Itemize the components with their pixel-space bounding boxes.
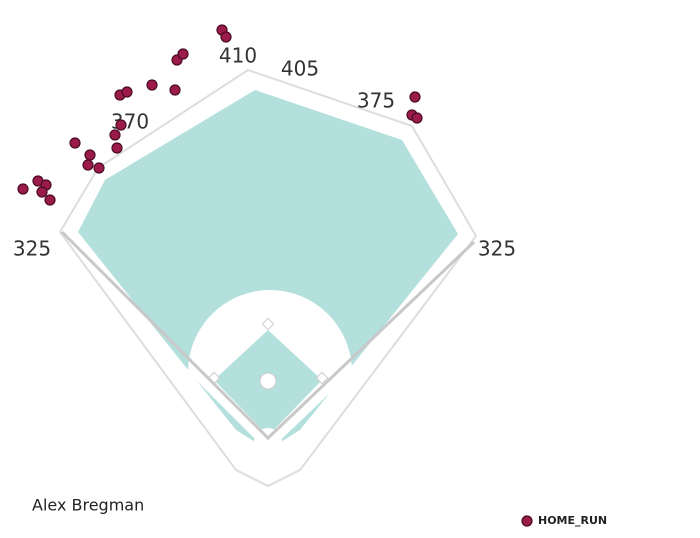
- hit-dot: [82, 159, 94, 171]
- hit-dot: [93, 162, 105, 174]
- hit-dot: [115, 119, 127, 131]
- distance-label: 375: [357, 89, 395, 113]
- hit-dot: [69, 137, 81, 149]
- hit-dot: [177, 48, 189, 60]
- second-base: [261, 317, 275, 331]
- field: [78, 90, 458, 450]
- player-name: Alex Bregman: [32, 496, 144, 515]
- hit-dot: [169, 84, 181, 96]
- distance-label: 325: [478, 237, 516, 261]
- foul-lines: [60, 230, 476, 441]
- hit-dot: [411, 112, 423, 124]
- hit-dot: [84, 149, 96, 161]
- hit-dot: [146, 79, 158, 91]
- hit-dot: [111, 142, 123, 154]
- distance-label: 405: [281, 57, 319, 81]
- first-base: [315, 371, 329, 385]
- hit-dot: [121, 86, 133, 98]
- home-plate-area: [254, 428, 282, 456]
- hit-dot: [109, 129, 121, 141]
- hit-dot: [44, 194, 56, 206]
- distance-label: 325: [13, 237, 51, 261]
- hit-dot: [220, 31, 232, 43]
- legend-marker: [521, 515, 533, 527]
- pitchers-mound: [259, 372, 277, 390]
- hit-dot: [409, 91, 421, 103]
- home-runs: [17, 24, 423, 206]
- distance-label: 410: [219, 44, 257, 68]
- hit-dot: [17, 183, 29, 195]
- hit-dot: [36, 186, 48, 198]
- legend-label: HOME_RUN: [538, 514, 607, 527]
